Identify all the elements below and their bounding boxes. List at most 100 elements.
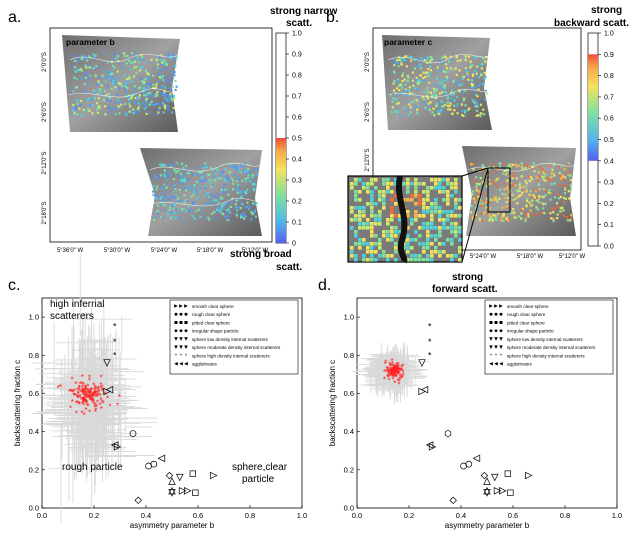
map-pixel <box>512 163 515 167</box>
map-pixel <box>448 100 451 103</box>
map-pixel <box>537 208 540 211</box>
inset-pixel <box>358 226 362 230</box>
map-pixel <box>79 99 82 103</box>
map-pixel <box>80 77 83 80</box>
legend-marker <box>179 321 183 324</box>
inset-pixel <box>454 198 458 202</box>
inset-pixel <box>410 218 414 222</box>
red-data-point: * <box>78 385 81 394</box>
legend-marker <box>179 328 183 333</box>
y-axis-label: backscattering fraction c <box>328 360 337 446</box>
map-pixel <box>152 184 155 188</box>
map-pixel <box>240 215 243 218</box>
red-data-point: * <box>390 369 393 378</box>
map-pixel <box>474 206 477 209</box>
map-pixel <box>429 69 432 72</box>
map-pixel <box>521 167 524 170</box>
map-pixel <box>542 203 545 206</box>
red-data-point: * <box>94 408 97 417</box>
map-pixel <box>225 201 228 204</box>
lon-tick-label: 5°18'0" W <box>197 248 224 254</box>
map-pixel <box>138 104 141 107</box>
map-pixel <box>525 204 528 207</box>
map-pixel <box>205 178 208 181</box>
inset-pixel <box>366 182 370 186</box>
map-pixel <box>133 101 136 104</box>
red-data-point: * <box>397 377 400 386</box>
red-data-point: * <box>89 389 92 398</box>
map-pixel <box>243 212 246 215</box>
map-pixel <box>565 216 568 219</box>
map-pixel <box>433 91 436 94</box>
red-data-point: * <box>390 370 393 379</box>
map-pixel <box>107 93 110 96</box>
map-pixel <box>488 178 491 182</box>
map-pixel <box>93 55 96 58</box>
red-data-point: * <box>397 367 400 376</box>
inset-pixel <box>370 222 374 226</box>
map-pixel <box>490 198 493 201</box>
red-data-point: * <box>88 408 91 417</box>
inset-pixel <box>378 246 382 250</box>
inset-pixel <box>354 230 358 234</box>
inset-pixel <box>422 226 426 230</box>
map-pixel <box>444 77 447 81</box>
map-pixel <box>398 89 401 92</box>
marker-star: * <box>428 322 432 332</box>
red-data-point: * <box>93 386 96 395</box>
map-pixel <box>156 113 159 116</box>
inset-pixel <box>418 182 422 186</box>
inset-pixel <box>378 190 382 194</box>
inset-pixel <box>450 222 454 226</box>
map-pixel <box>527 175 530 178</box>
map-pixel <box>449 67 452 70</box>
inset-pixel <box>362 186 366 190</box>
map-pixel <box>112 79 115 82</box>
map-pixel <box>478 84 481 87</box>
map-pixel <box>163 91 166 95</box>
map-pixel <box>499 165 502 168</box>
map-pixel <box>505 217 508 220</box>
lat-tick-label: 2°18'0"S <box>42 201 48 224</box>
inset-pixel <box>422 250 426 254</box>
map-pixel <box>392 58 395 61</box>
red-data-point: * <box>71 388 74 397</box>
x-tick-label: 1.0 <box>297 511 307 520</box>
inset-pixel <box>370 258 374 262</box>
map-pixel <box>244 206 247 209</box>
marker-square <box>189 470 196 477</box>
map-pixel <box>73 54 76 57</box>
map-pixel <box>403 106 406 109</box>
map-pixel <box>460 83 463 86</box>
map-pixel <box>439 82 442 85</box>
map-pixel <box>102 99 106 102</box>
map-pixel <box>536 198 539 201</box>
inset-pixel <box>454 254 458 258</box>
inset-pixel <box>410 222 414 226</box>
map-pixel <box>160 77 163 80</box>
map-pixel <box>229 165 232 168</box>
map-pixel <box>455 56 458 59</box>
map-pixel <box>76 113 79 116</box>
inset-pixel <box>350 226 354 230</box>
red-data-point: * <box>71 388 74 397</box>
red-data-point: * <box>99 401 102 410</box>
map-pixel <box>164 104 167 107</box>
map-pixel <box>217 201 220 204</box>
map-pixel <box>195 181 199 184</box>
map-pixel <box>419 67 422 70</box>
map-pixel <box>413 67 417 70</box>
map-pixel <box>182 208 186 211</box>
map-pixel <box>507 196 510 200</box>
legend-label: smooth clear sphere <box>507 304 549 309</box>
map-pixel <box>221 197 224 200</box>
inset-pixel <box>390 230 394 234</box>
map-pixel <box>186 172 189 175</box>
map-pixel <box>479 112 482 115</box>
map-pixel <box>193 201 196 204</box>
map-pixel <box>520 162 523 165</box>
inset-pixel <box>386 218 390 222</box>
map-pixel <box>432 107 435 110</box>
red-data-point: * <box>393 367 396 376</box>
map-pixel <box>157 73 160 76</box>
